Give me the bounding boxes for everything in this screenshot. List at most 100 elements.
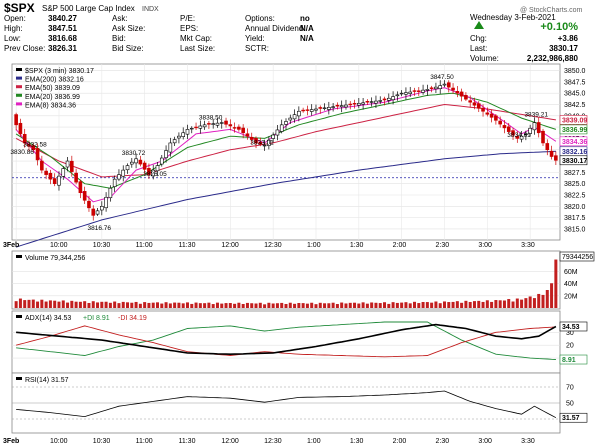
volume-bar — [267, 302, 271, 308]
volume-tick-label: 40M — [564, 281, 578, 288]
x-tick-label: 11:00 — [136, 438, 153, 445]
price-tick-label: 3850.0 — [564, 68, 586, 75]
adx-lines — [15, 321, 557, 360]
legend-swatch — [16, 76, 22, 80]
price-right-axis: 3850.03847.53845.03842.53840.03837.53835… — [559, 68, 587, 233]
legend-entry: -DI 34.19 — [118, 315, 147, 322]
candle-body — [271, 134, 275, 139]
value-tag-text: 3836.99 — [562, 127, 587, 134]
candle-body — [314, 108, 318, 111]
volume-bar — [233, 303, 237, 308]
volume-bar — [554, 259, 558, 308]
candle-body — [395, 94, 400, 97]
volume-bar — [143, 302, 147, 308]
quote-value: 3840.27 — [48, 14, 77, 23]
candle-body — [468, 100, 472, 103]
volume-panel: Volume 79,344,256 20M 40M 60M 79344256 — [11, 250, 595, 310]
volume-bar — [181, 303, 185, 308]
x-tick-label: 3Feb — [3, 242, 19, 249]
candle-body — [258, 141, 263, 145]
volume-bar — [254, 303, 258, 308]
value-tag-text: 3839.09 — [562, 117, 587, 124]
candle-body — [451, 87, 455, 91]
x-tick-label: 10:00 — [50, 242, 68, 249]
volume-bar — [502, 300, 506, 308]
price-annotation: 3816.76 — [88, 225, 112, 232]
volume-bar — [78, 301, 82, 308]
volume-bar — [44, 301, 48, 308]
candle-body — [352, 103, 357, 105]
volume-bar — [87, 302, 91, 308]
x-tick-label: 3:30 — [521, 438, 535, 445]
legend-entry: $SPX (3 min) 3830.17 — [25, 68, 94, 75]
candle-body — [249, 136, 254, 140]
candle-body — [429, 87, 434, 89]
volume-bar — [121, 301, 125, 308]
quote-label: Ask Size: — [112, 24, 145, 33]
value-tag — [559, 251, 595, 262]
x-tick-label: 12:30 — [264, 242, 282, 249]
index-name: S&P 500 Large Cap Index — [42, 4, 135, 13]
volume-legend: Volume 79,344,256 — [16, 255, 85, 262]
value-tag — [559, 412, 588, 423]
volume-bar — [14, 301, 18, 308]
volume-bar — [185, 302, 189, 308]
volume-bar — [66, 302, 70, 308]
volume-bar — [378, 303, 382, 308]
candle-body — [378, 100, 383, 102]
quote-label: Last Size: — [180, 44, 215, 53]
ema50-line — [15, 103, 556, 178]
volume-bar — [434, 301, 438, 308]
legend-swatch — [16, 315, 22, 318]
candle-body — [481, 107, 485, 112]
candle-body — [489, 113, 494, 118]
candle-body — [284, 121, 288, 125]
volume-bar — [395, 302, 399, 308]
candle-body — [369, 101, 374, 103]
value-tag-text: 8.91 — [562, 357, 576, 364]
candle-body — [189, 127, 194, 130]
candle-body — [87, 200, 91, 209]
quote-col-3: P/E:EPS:Mkt Cap:Last Size: — [180, 14, 215, 53]
value-tag-text: 34.53 — [562, 324, 580, 331]
x-tick-label: 3:30 — [521, 242, 535, 249]
candle-body — [348, 103, 353, 106]
candle-body — [528, 127, 532, 134]
candle-body — [181, 132, 185, 137]
candle-body — [391, 96, 395, 101]
quote-label: Bid: — [112, 34, 126, 43]
volume-bar — [160, 303, 164, 308]
candle-body — [275, 129, 280, 136]
volume-bar — [425, 302, 429, 308]
volume-bar — [173, 302, 177, 308]
candle-body — [305, 109, 310, 111]
price-series — [14, 80, 558, 248]
price-tick-label: 3847.5 — [564, 79, 586, 86]
quote-label: SCTR: — [245, 44, 269, 53]
price-time-axis: 3Feb 10:00 10:30 11:00 11:30 12:00 12:30 1:00 1:… — [3, 242, 535, 249]
volume-bar — [335, 304, 339, 308]
volume-bar — [314, 304, 318, 308]
quote-value: N/A — [300, 34, 314, 43]
x-tick-label: 12:30 — [264, 438, 282, 445]
volume-bar — [155, 302, 159, 308]
candle-body — [357, 103, 361, 106]
volume-bar — [464, 300, 468, 308]
candle-body — [318, 107, 323, 109]
quote-label: Prev Close: — [4, 44, 45, 53]
volume-bar — [460, 302, 464, 308]
candle-body — [95, 210, 100, 215]
legend-swatch — [16, 85, 22, 89]
volume-bar — [70, 300, 74, 308]
candle-body — [14, 114, 18, 126]
volume-bar — [340, 302, 344, 308]
volume-bar — [318, 302, 322, 308]
volume-bar — [438, 303, 442, 308]
volume-bar — [61, 300, 65, 308]
volume-bar — [198, 303, 202, 308]
quote-label: Open: — [4, 14, 26, 23]
candle-body — [65, 160, 70, 168]
volume-bar — [524, 298, 528, 308]
x-tick-label: 11:30 — [178, 438, 195, 445]
candle-body — [35, 148, 40, 161]
